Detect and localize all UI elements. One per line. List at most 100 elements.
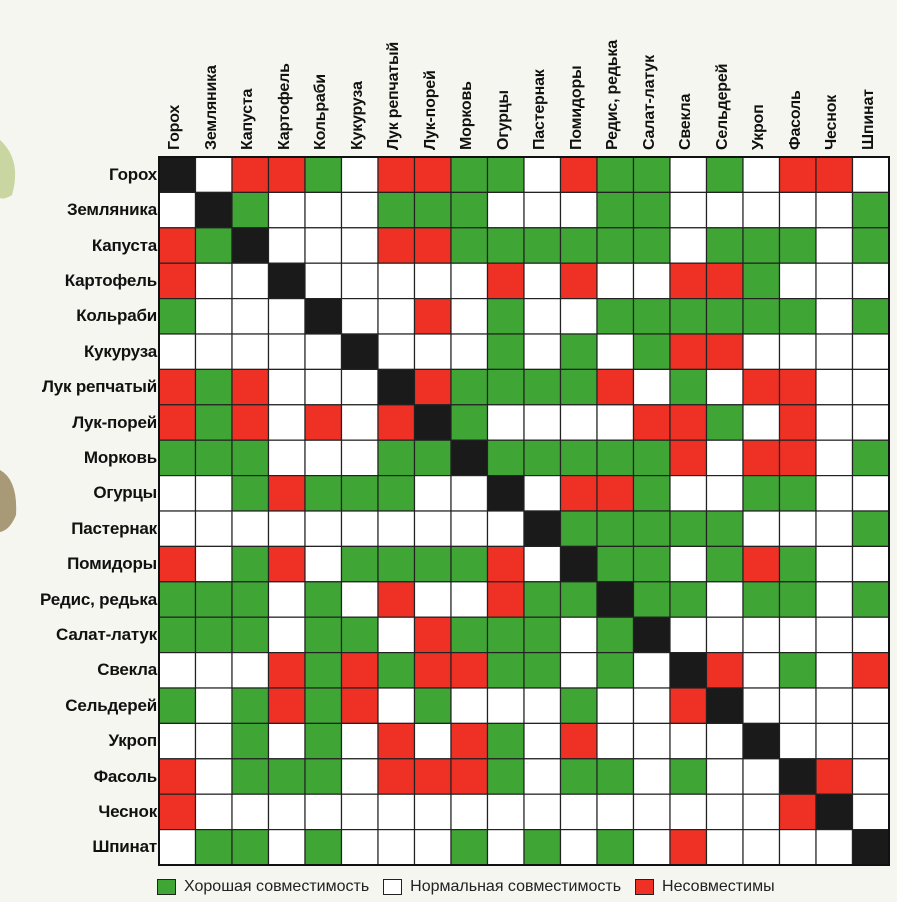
- cell-18-15: [705, 793, 744, 831]
- cell-13-18: [815, 616, 854, 654]
- cell-15-7: [413, 687, 452, 725]
- cell-6-14: [669, 368, 708, 406]
- cell-9-6: [377, 475, 416, 512]
- cell-18-17: [778, 793, 817, 831]
- cell-18-12: [596, 793, 635, 831]
- cell-17-0: [158, 758, 197, 795]
- cell-16-14: [669, 722, 708, 760]
- cell-6-8: [450, 368, 489, 406]
- cell-19-0: [158, 828, 197, 866]
- cell-17-13: [632, 758, 671, 795]
- cell-5-1: [194, 333, 233, 371]
- column-label-text: Горох: [166, 104, 184, 150]
- cell-0-7: [413, 156, 452, 194]
- cell-2-11: [559, 227, 598, 264]
- cell-10-4: [304, 510, 343, 548]
- cell-18-2: [231, 793, 270, 831]
- cell-1-11: [559, 191, 598, 229]
- cell-9-10: [523, 475, 562, 512]
- cell-6-0: [158, 368, 197, 406]
- cell-15-4: [304, 687, 343, 725]
- cell-6-3: [267, 368, 306, 406]
- cell-5-15: [705, 333, 744, 371]
- cell-4-18: [815, 298, 854, 335]
- cell-5-5: [340, 333, 379, 371]
- cell-14-1: [194, 651, 233, 689]
- cell-11-2: [231, 545, 270, 583]
- cell-18-9: [486, 793, 525, 831]
- cell-6-9: [486, 368, 525, 406]
- cell-9-5: [340, 475, 379, 512]
- cell-18-6: [377, 793, 416, 831]
- row-label: Лук репчатый: [42, 377, 157, 397]
- cell-6-11: [559, 368, 598, 406]
- cell-15-15: [705, 687, 744, 725]
- cell-3-2: [231, 262, 270, 300]
- cell-12-11: [559, 581, 598, 618]
- cell-3-11: [559, 262, 598, 300]
- cell-4-11: [559, 298, 598, 335]
- cell-0-12: [596, 156, 635, 194]
- cell-14-8: [450, 651, 489, 689]
- legend-good: Хорошая совместимость: [157, 878, 369, 896]
- cell-10-7: [413, 510, 452, 548]
- cell-5-4: [304, 333, 343, 371]
- cell-10-10: [523, 510, 562, 548]
- cell-0-0: [158, 156, 197, 194]
- cell-16-15: [705, 722, 744, 760]
- cell-10-11: [559, 510, 598, 548]
- cell-1-1: [194, 191, 233, 229]
- cell-6-17: [778, 368, 817, 406]
- cell-6-16: [742, 368, 781, 406]
- cell-6-13: [632, 368, 671, 406]
- cell-1-2: [231, 191, 270, 229]
- cell-14-17: [778, 651, 817, 689]
- legend-normal-swatch: [383, 879, 403, 895]
- row-label: Кольраби: [76, 306, 157, 326]
- cell-4-8: [450, 298, 489, 335]
- cell-19-5: [340, 828, 379, 866]
- row-label: Огурцы: [93, 483, 157, 503]
- cell-10-5: [340, 510, 379, 548]
- cell-19-17: [778, 828, 817, 866]
- cell-9-1: [194, 475, 233, 512]
- cell-2-4: [304, 227, 343, 264]
- cell-11-3: [267, 545, 306, 583]
- cell-2-17: [778, 227, 817, 264]
- cell-8-16: [742, 439, 781, 477]
- cell-8-6: [377, 439, 416, 477]
- cell-3-19: [851, 262, 890, 300]
- cell-5-0: [158, 333, 197, 371]
- cell-6-15: [705, 368, 744, 406]
- cell-17-4: [304, 758, 343, 795]
- cell-6-4: [304, 368, 343, 406]
- cell-7-13: [632, 404, 671, 441]
- cell-7-1: [194, 404, 233, 441]
- cell-3-8: [450, 262, 489, 300]
- cell-2-2: [231, 227, 270, 264]
- cell-14-12: [596, 651, 635, 689]
- cell-12-4: [304, 581, 343, 618]
- cell-8-11: [559, 439, 598, 477]
- row-label: Капуста: [91, 235, 157, 255]
- cell-11-16: [742, 545, 781, 583]
- cell-11-12: [596, 545, 635, 583]
- legend-good-label: Хорошая совместимость: [184, 878, 370, 895]
- cell-19-6: [377, 828, 416, 866]
- cell-17-18: [815, 758, 854, 795]
- cell-2-10: [523, 227, 562, 264]
- cell-10-6: [377, 510, 416, 548]
- column-label-text: Чеснок: [823, 94, 841, 150]
- row-label: Свекла: [97, 660, 157, 680]
- column-label-text: Сельдерей: [713, 63, 731, 150]
- cell-5-14: [669, 333, 708, 371]
- cell-3-17: [778, 262, 817, 300]
- cell-18-16: [742, 793, 781, 831]
- cell-7-2: [231, 404, 270, 441]
- cell-13-5: [340, 616, 379, 654]
- row-label: Пастернак: [71, 518, 157, 538]
- cell-9-2: [231, 475, 270, 512]
- column-label-text: Лук репчатый: [385, 41, 403, 150]
- cell-17-3: [267, 758, 306, 795]
- cell-8-7: [413, 439, 452, 477]
